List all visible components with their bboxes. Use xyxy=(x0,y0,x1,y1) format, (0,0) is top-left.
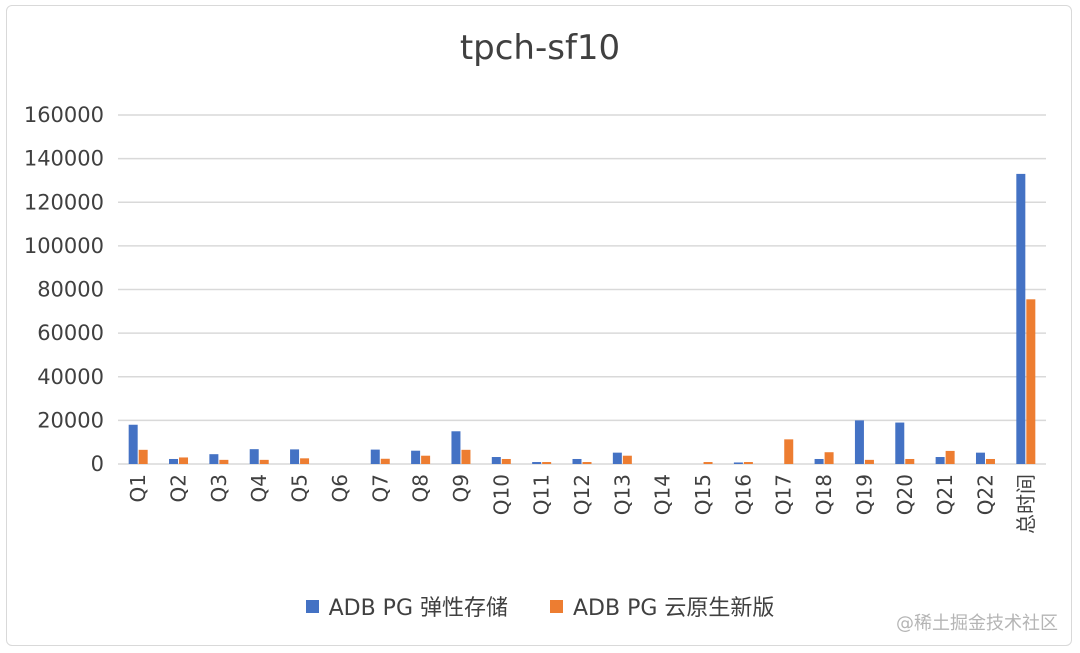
x-tick-label-6: Q7 xyxy=(368,474,392,502)
legend-swatch-series-2 xyxy=(550,599,563,613)
bar-cloudnative-18 xyxy=(864,459,874,464)
bar-elastic-19 xyxy=(895,422,905,464)
x-tick-label-3: Q4 xyxy=(247,474,271,502)
bar-cloudnative-1 xyxy=(179,457,189,464)
bar-cloudnative-22 xyxy=(1026,299,1036,464)
x-tick-label-5: Q6 xyxy=(328,474,352,502)
bar-cloudnative-20 xyxy=(945,450,955,464)
bar-elastic-6 xyxy=(370,449,380,464)
bar-elastic-8 xyxy=(451,431,461,464)
bar-cloudnative-16 xyxy=(784,439,794,464)
x-tick-label-10: Q11 xyxy=(530,474,554,515)
bar-elastic-2 xyxy=(209,454,219,464)
x-tick-label-11: Q12 xyxy=(570,474,594,515)
bar-elastic-22 xyxy=(1016,173,1026,465)
x-tick-label-22: 总时间 xyxy=(1014,474,1038,534)
chart-frame xyxy=(6,5,1072,646)
y-tick-label-5: 100000 xyxy=(24,234,104,258)
bar-elastic-12 xyxy=(612,452,622,464)
y-tick-label-0: 0 xyxy=(91,452,104,476)
y-tick-label-1: 20000 xyxy=(37,408,104,432)
bar-elastic-0 xyxy=(128,424,138,464)
x-tick-label-2: Q3 xyxy=(207,474,231,502)
x-tick-label-19: Q20 xyxy=(893,474,917,515)
bar-cloudnative-14 xyxy=(703,462,713,464)
bar-elastic-20 xyxy=(935,457,945,464)
bar-elastic-18 xyxy=(854,420,864,464)
bar-elastic-9 xyxy=(491,457,501,464)
bar-elastic-1 xyxy=(169,458,179,464)
bar-elastic-7 xyxy=(411,450,421,464)
y-tick-label-6: 120000 xyxy=(24,190,104,214)
x-tick-label-18: Q19 xyxy=(852,474,876,515)
x-tick-label-4: Q5 xyxy=(288,474,312,502)
bar-cloudnative-21 xyxy=(985,458,995,464)
x-tick-label-16: Q17 xyxy=(772,474,796,515)
legend-item-series-1: ADB PG 弹性存储 xyxy=(305,590,508,622)
x-tick-label-15: Q16 xyxy=(731,474,755,515)
bar-cloudnative-15 xyxy=(743,462,753,464)
bar-cloudnative-19 xyxy=(905,458,915,464)
x-tick-label-9: Q10 xyxy=(489,474,513,515)
bar-elastic-10 xyxy=(532,462,542,464)
y-tick-label-7: 140000 xyxy=(24,147,104,171)
bar-elastic-17 xyxy=(814,458,824,464)
x-tick-label-14: Q15 xyxy=(691,474,715,515)
bar-cloudnative-8 xyxy=(461,449,471,464)
x-tick-label-12: Q13 xyxy=(610,474,634,515)
y-tick-label-3: 60000 xyxy=(37,321,104,345)
bar-cloudnative-9 xyxy=(501,458,511,464)
bar-cloudnative-7 xyxy=(421,455,431,464)
y-tick-label-2: 40000 xyxy=(37,365,104,389)
watermark: @稀土掘金技术社区 xyxy=(896,613,1058,634)
legend-item-series-2: ADB PG 云原生新版 xyxy=(550,590,774,622)
bar-cloudnative-11 xyxy=(582,462,592,464)
y-tick-label-4: 80000 xyxy=(37,278,104,302)
bar-elastic-11 xyxy=(572,458,582,464)
bar-cloudnative-12 xyxy=(622,455,632,464)
x-tick-label-1: Q2 xyxy=(167,474,191,502)
x-tick-label-7: Q8 xyxy=(409,474,433,502)
bar-cloudnative-17 xyxy=(824,452,834,464)
bar-cloudnative-10 xyxy=(542,462,552,464)
legend-label-series-1: ADB PG 弹性存储 xyxy=(328,596,508,621)
bar-cloudnative-3 xyxy=(259,459,269,464)
bar-elastic-15 xyxy=(733,462,743,464)
x-tick-label-13: Q14 xyxy=(651,474,675,515)
bar-cloudnative-0 xyxy=(138,449,148,464)
x-tick-label-0: Q1 xyxy=(126,474,150,502)
y-tick-label-8: 160000 xyxy=(24,103,104,127)
bar-cloudnative-2 xyxy=(219,459,229,464)
chart-title: tpch-sf10 xyxy=(459,28,621,68)
bar-cloudnative-4 xyxy=(300,458,310,464)
bar-cloudnative-6 xyxy=(380,458,390,464)
legend-label-series-2: ADB PG 云原生新版 xyxy=(573,596,775,621)
x-tick-label-8: Q9 xyxy=(449,474,473,502)
x-tick-label-17: Q18 xyxy=(812,474,836,515)
chart-legend: ADB PG 弹性存储 ADB PG 云原生新版 xyxy=(0,590,1080,622)
bar-elastic-21 xyxy=(975,452,985,464)
bar-elastic-4 xyxy=(290,449,300,464)
x-tick-label-21: Q22 xyxy=(973,474,997,515)
legend-swatch-series-1 xyxy=(305,599,319,613)
x-tick-label-20: Q21 xyxy=(933,474,957,515)
bar-elastic-3 xyxy=(249,449,259,464)
